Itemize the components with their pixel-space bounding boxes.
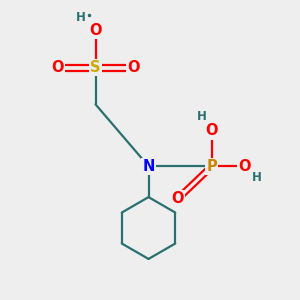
- Text: H: H: [252, 172, 262, 184]
- Text: S: S: [90, 60, 101, 75]
- Text: O: O: [51, 60, 64, 75]
- Text: O: O: [89, 23, 102, 38]
- Text: H: H: [196, 110, 206, 123]
- Text: O: O: [128, 60, 140, 75]
- Text: O: O: [238, 159, 250, 174]
- Text: N: N: [142, 159, 155, 174]
- Text: P: P: [206, 159, 217, 174]
- Text: O: O: [172, 191, 184, 206]
- Text: O: O: [206, 123, 218, 138]
- Text: H: H: [76, 11, 86, 24]
